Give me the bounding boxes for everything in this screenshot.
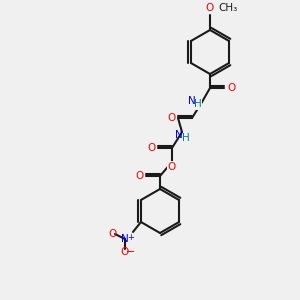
Text: −: − [126,247,136,257]
Text: +: + [128,232,134,242]
Text: N: N [188,96,196,106]
Text: O: O [109,229,117,239]
Text: O: O [121,247,129,257]
Text: H: H [194,99,202,109]
Text: O: O [206,3,214,13]
Text: O: O [227,83,235,93]
Text: O: O [147,143,155,153]
Text: CH₃: CH₃ [218,3,237,13]
Text: O: O [167,113,175,123]
Text: H: H [182,133,190,143]
Text: N: N [175,130,183,140]
Text: N: N [121,234,129,244]
Text: O: O [168,162,176,172]
Text: O: O [135,171,143,181]
